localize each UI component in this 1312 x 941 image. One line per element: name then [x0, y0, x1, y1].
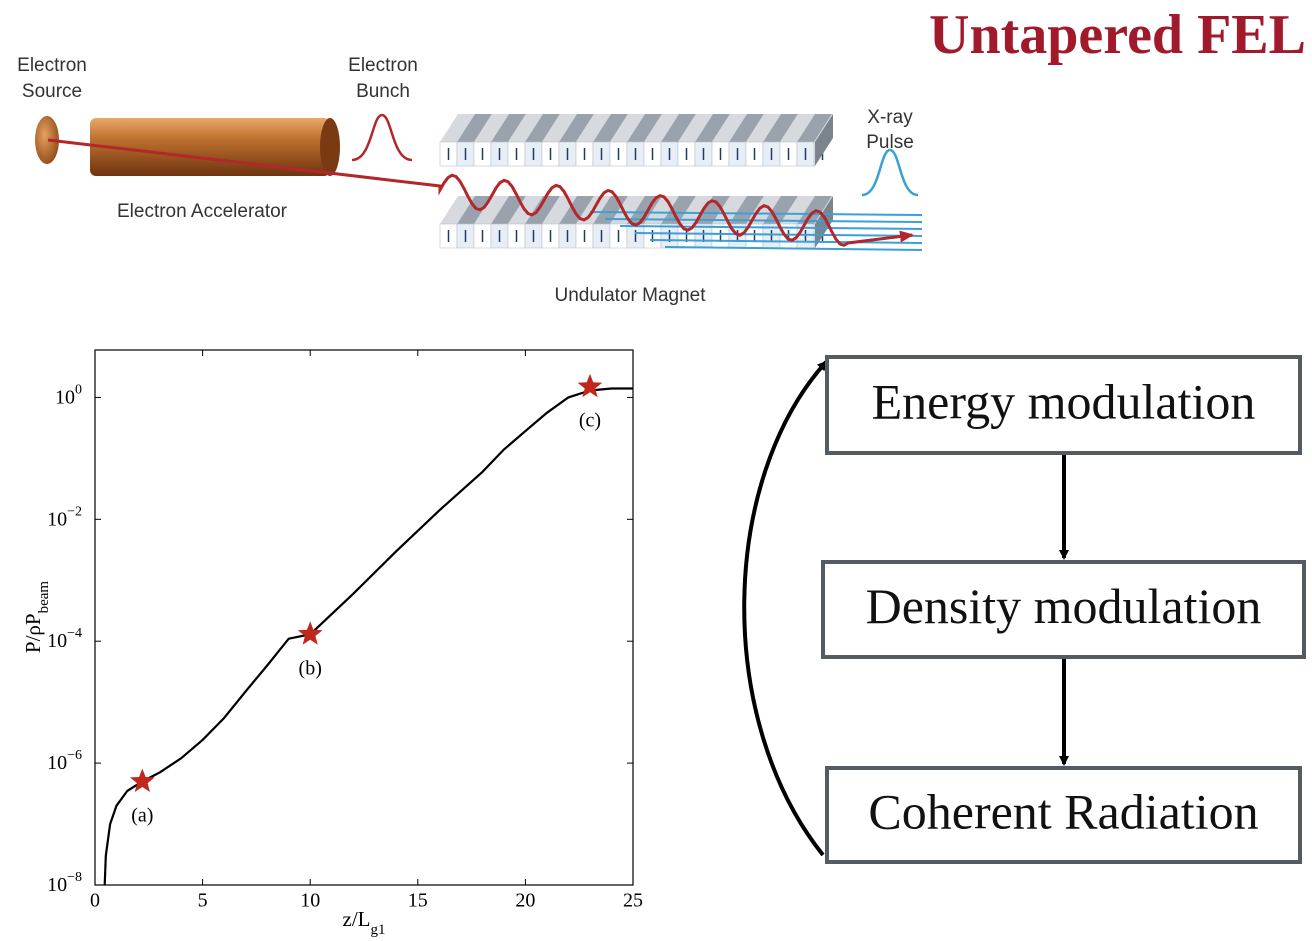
plot-frame: [94, 349, 634, 886]
magnet-stripe: [542, 196, 577, 224]
radiation-line: [634, 232, 923, 237]
magnet-stripe: [559, 196, 594, 224]
accelerator-cylinder: [90, 118, 330, 176]
point-label: (b): [299, 657, 322, 679]
y-axis-label-sub: beam: [36, 581, 52, 614]
magnet-stripe: [440, 196, 475, 224]
magnet-stripe: [712, 196, 747, 224]
feedback-arrow: [742, 360, 828, 857]
flow-box-label: Energy modulation: [872, 373, 1256, 429]
radiation-line: [604, 218, 923, 223]
point-label: (c): [579, 410, 601, 432]
y-tick-label: 10−6: [47, 748, 82, 774]
electron-source: [35, 116, 59, 164]
magnet-stripe: [474, 114, 509, 142]
x-axis-label-text: z/L: [343, 907, 371, 931]
star-marker: [130, 768, 155, 792]
flow-box: [825, 766, 1302, 864]
magnet-stripe: [542, 114, 577, 142]
illustration-label: Undulator Magnet: [554, 285, 706, 306]
bunch-pulse: [351, 113, 413, 162]
magnet-stripe: [491, 196, 526, 224]
magnet-stripe: [678, 196, 713, 224]
magnet-stripe: [457, 114, 492, 142]
point-label: (a): [131, 804, 153, 826]
magnet-stripe: [610, 114, 645, 142]
illustration-label: Electron Accelerator: [117, 201, 288, 222]
magnet-stripe: [644, 114, 679, 142]
x-tick-label: 0: [90, 890, 100, 912]
flow-diagram: Energy modulation Density modulation Coher…: [742, 355, 1306, 864]
magnet-stripe: [627, 114, 662, 142]
y-tick-label: 10−4: [47, 626, 82, 652]
radiation-line: [664, 246, 923, 251]
magnet-stripe: [678, 114, 713, 142]
x-tick-label: 25: [623, 890, 643, 912]
radiation-line: [649, 239, 923, 244]
x-tick-label: 10: [300, 890, 320, 912]
magnet-stripe: [695, 114, 730, 142]
magnet-stripe: [610, 196, 645, 224]
magnet-stripe: [814, 196, 833, 224]
magnet-stripe: [797, 114, 832, 142]
magnet-stripe: [525, 114, 560, 142]
x-axis-label-sub: g1: [370, 922, 385, 938]
magnet-stripe: [474, 196, 509, 224]
illustration-label: X-ray: [867, 107, 913, 128]
power-curve: [103, 387, 633, 886]
flow-box: [825, 355, 1302, 455]
magnet-stripe: [763, 196, 798, 224]
magnet-stripe: [661, 196, 696, 224]
slide-title: Untapered FEL: [929, 4, 1306, 66]
magnet-face: [813, 141, 816, 167]
flow-box-label: Density modulation: [866, 578, 1262, 634]
illustration-label: Pulse: [866, 132, 914, 153]
magnet-stripe: [712, 114, 747, 142]
magnet-stripe: [780, 114, 815, 142]
y-axis-label: P/ρPbeam: [21, 581, 52, 654]
magnet-stripe: [525, 196, 560, 224]
flow-box: [821, 560, 1306, 659]
magnet-stripe: [729, 114, 764, 142]
power-chart: 0 5 10 15 20 25 10−8 10−6 10−4 10−2 100 z/Lg1 P/ρPbe…: [21, 349, 643, 938]
x-tick-label: 5: [198, 890, 208, 912]
magnet-stripe: [508, 114, 543, 142]
magnet-stripe: [746, 114, 781, 142]
y-axis-label-text: P/ρP: [21, 613, 45, 653]
x-tick-label: 20: [515, 890, 535, 912]
magnet-stripe: [491, 114, 526, 142]
magnet-stripe: [440, 114, 475, 142]
y-tick-label: 10−8: [47, 870, 82, 896]
y-tick-label: 10−2: [47, 504, 82, 530]
accelerator-end: [320, 118, 340, 176]
magnet-stripe: [695, 196, 730, 224]
magnet-stripe: [593, 114, 628, 142]
flow-box-label: Coherent Radiation: [868, 783, 1258, 839]
magnet-stripe: [576, 114, 611, 142]
xray-pulse: [861, 148, 919, 197]
illustration-label: Source: [22, 81, 82, 102]
magnet-stripe: [814, 114, 833, 142]
magnet-stripe: [457, 196, 492, 224]
magnet-stripe: [729, 196, 764, 224]
electron-beam: [47, 138, 914, 247]
magnet-stripe: [763, 114, 798, 142]
fel-illustration: Electron Source Electron Bunch X-ray Pul…: [17, 55, 923, 306]
magnet-stripe: [661, 114, 696, 142]
illustration-label: Bunch: [356, 81, 410, 102]
x-tick-label: 15: [408, 890, 428, 912]
star-marker: [577, 373, 603, 398]
illustration-label: Electron: [348, 55, 418, 76]
magnet-stripe: [559, 114, 594, 142]
magnet-end: [815, 114, 833, 166]
illustration-label: Electron: [17, 55, 87, 76]
star-marker: [297, 621, 323, 645]
y-tick-label: 100: [55, 382, 82, 408]
x-axis-label: z/Lg1: [343, 907, 386, 938]
radiation-line: [619, 225, 923, 230]
magnet-stripe: [780, 196, 815, 224]
